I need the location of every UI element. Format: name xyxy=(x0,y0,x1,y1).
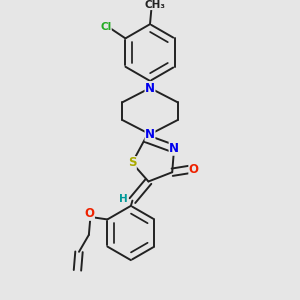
Text: N: N xyxy=(145,128,155,141)
Text: CH₃: CH₃ xyxy=(144,0,165,10)
Text: Cl: Cl xyxy=(100,22,111,32)
Text: N: N xyxy=(169,142,179,155)
Text: S: S xyxy=(128,157,136,169)
Text: O: O xyxy=(189,163,199,176)
Text: N: N xyxy=(145,82,155,94)
Text: H: H xyxy=(119,194,128,204)
Text: O: O xyxy=(85,207,94,220)
